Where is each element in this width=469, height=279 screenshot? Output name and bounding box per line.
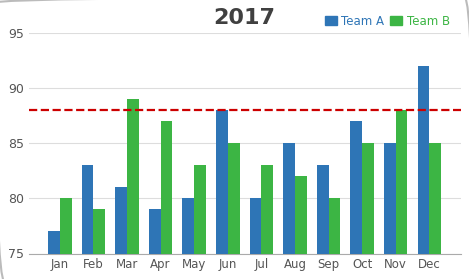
Bar bbox=[429, 143, 441, 279]
Bar bbox=[60, 198, 72, 279]
Title: 2017: 2017 bbox=[213, 8, 276, 28]
Bar bbox=[317, 165, 328, 279]
Bar bbox=[48, 231, 60, 279]
Bar bbox=[261, 165, 273, 279]
Legend: Team A, Team B: Team A, Team B bbox=[320, 10, 455, 32]
Bar bbox=[82, 165, 93, 279]
Bar bbox=[149, 209, 161, 279]
Bar bbox=[417, 66, 429, 279]
Bar bbox=[295, 176, 307, 279]
Bar bbox=[250, 198, 261, 279]
Bar bbox=[216, 110, 228, 279]
Bar bbox=[93, 209, 105, 279]
Bar bbox=[384, 143, 396, 279]
Bar bbox=[161, 121, 173, 279]
Bar bbox=[182, 198, 194, 279]
Bar bbox=[396, 110, 408, 279]
Bar bbox=[228, 143, 240, 279]
Bar bbox=[127, 99, 139, 279]
Bar bbox=[115, 187, 127, 279]
Bar bbox=[362, 143, 374, 279]
Bar bbox=[194, 165, 206, 279]
Bar bbox=[328, 198, 340, 279]
Bar bbox=[350, 121, 362, 279]
Bar bbox=[283, 143, 295, 279]
